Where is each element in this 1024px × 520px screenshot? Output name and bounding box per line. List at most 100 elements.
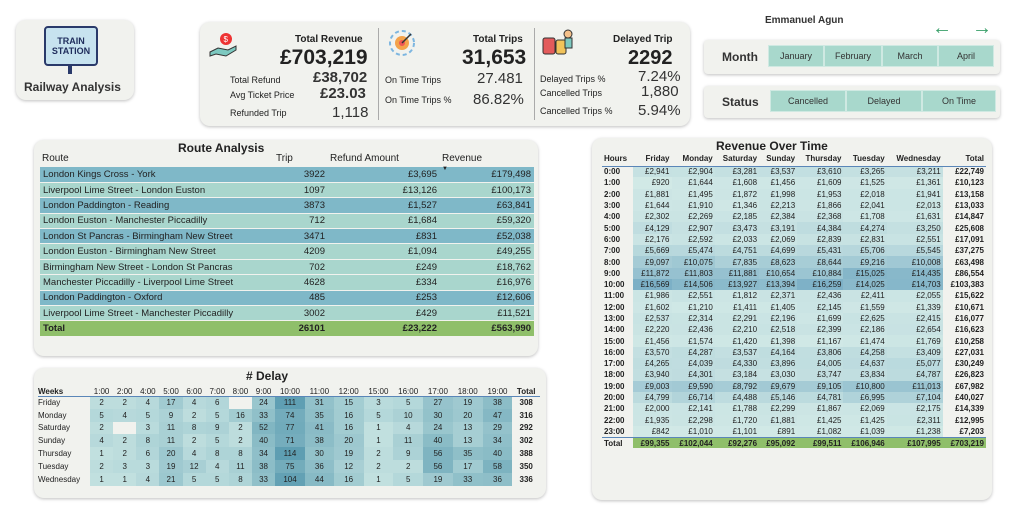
revenue-row-total: £22,749 — [955, 167, 984, 177]
revenue-row[interactable]: 19:00 £9,003 £9,590 £8,792 £9,679 £9,105 £10,8… — [602, 380, 986, 392]
revenue-row[interactable]: 5:00 £4,129 £2,907 £3,473 £3,191 £4,384 £4,274… — [602, 222, 986, 234]
revenue-row[interactable]: 15:00 £1,456 £1,574 £1,420 £1,398 £1,167 £1,47… — [602, 335, 986, 347]
logo-line2: STATION — [51, 46, 91, 56]
delay-cell: 75 — [275, 459, 305, 473]
month-option-april[interactable]: April — [938, 45, 994, 67]
revenue-row[interactable]: 11:00 £1,986 £2,551 £1,812 £2,371 £2,436 £2,41… — [602, 290, 986, 302]
delay-cell: 40 — [423, 434, 453, 448]
delay-day: Tuesday — [38, 461, 69, 471]
month-option-march[interactable]: March — [882, 45, 938, 67]
trips-title: Total Trips — [473, 34, 523, 45]
revenue-row[interactable]: 4:00 £2,302 £2,269 £2,185 £2,384 £2,368 £1,708… — [602, 211, 986, 223]
delay-cell: 2 — [113, 447, 137, 460]
route-row[interactable]: Birmingham New Street - London St Pancra… — [40, 259, 534, 275]
delay-row[interactable]: Tuesday 2 3 3 19 12 4 11 38 75 36 12 2 2 56 17 58 350 — [38, 459, 540, 473]
revenue-cell: £3,473 — [714, 222, 760, 234]
revenue-cell: £8,623 — [759, 256, 798, 268]
route-row[interactable]: London Kings Cross - York 3922 £3,695 £179,… — [40, 167, 534, 183]
revenue-hour: 23:00 — [604, 426, 625, 436]
refund-label: Total Refund — [230, 75, 281, 85]
revenue-row[interactable]: 12:00 £1,602 £1,210 £1,411 £1,405 £2,145 £1,55… — [602, 301, 986, 313]
delay-row[interactable]: Sunday 4 2 8 11 2 5 2 40 71 38 20 1 11 40 13 34 302 — [38, 434, 540, 448]
revenue-row[interactable]: 10:00 £16,569 £14,506 £13,927 £13,394 £16,259… — [602, 278, 986, 291]
delay-day: Saturday — [38, 423, 71, 433]
cancel-value: 1,880 — [641, 83, 679, 100]
revenue-cell: £2,537 — [633, 312, 672, 325]
revenue-cell: £2,654 — [886, 324, 943, 336]
revenue-cell: £8,644 — [797, 256, 844, 268]
revenue-cell: £6,995 — [843, 391, 887, 404]
route-row[interactable]: Liverpool Lime Street - Manchester Picca… — [40, 305, 534, 321]
status-option-cancelled[interactable]: Cancelled — [770, 90, 846, 112]
delay-cell: 4 — [113, 408, 137, 422]
revenue-cell: £3,281 — [714, 166, 760, 178]
status-option-delayed[interactable]: Delayed — [846, 90, 922, 112]
revenue-hour: 3:00 — [604, 201, 621, 211]
route-col-revenue[interactable]: Revenue ▼ — [442, 153, 483, 172]
revenue-cell: £2,551 — [671, 290, 715, 302]
status-option-ontime[interactable]: On Time — [922, 90, 996, 112]
month-option-february[interactable]: February — [824, 45, 882, 67]
revenue-row[interactable]: 9:00 £11,872 £11,803 £11,881 £10,654 £10,884 £… — [602, 267, 986, 279]
revenue-row[interactable]: 3:00 £1,644 £1,910 £1,346 £2,213 £1,866 £2,041… — [602, 199, 986, 212]
revenue-row[interactable]: 17:00 £4,265 £4,039 £4,330 £3,896 £4,005 £4,63… — [602, 358, 986, 370]
month-option-january[interactable]: January — [768, 45, 824, 67]
revenue-header: Hours — [602, 152, 634, 167]
delay-row[interactable]: Monday 5 4 5 9 2 5 16 33 74 35 16 5 10 30 20 47 316 — [38, 408, 540, 422]
route-name: Liverpool Lime Street - Manchester Picca… — [43, 307, 234, 319]
revenue-hour: 22:00 — [604, 415, 625, 425]
revenue-row[interactable]: 1:00 £920 £1,644 £1,608 £1,456 £1,609 £1,525 £1… — [602, 177, 986, 189]
revenue-row[interactable]: 23:00 £842 £1,010 £1,101 £891 £1,082 £1,039 £1,… — [602, 425, 986, 438]
revenue-cell: £1,346 — [714, 199, 760, 212]
revenue-row[interactable]: 6:00 £2,176 £2,592 £2,033 £2,069 £2,839 £2,831… — [602, 233, 986, 246]
revenue-time-table: Hours Friday Monday Saturday Sunday Thursday T… — [602, 152, 986, 449]
revenue-hour: 17:00 — [604, 359, 625, 369]
route-col-trip[interactable]: Trip — [276, 153, 293, 164]
revenue-total-cell: Total — [602, 436, 634, 449]
route-row[interactable]: Liverpool Lime Street - London Euston 109… — [40, 182, 534, 198]
revenue-row-total: £16,623 — [955, 325, 984, 335]
route-col-route[interactable]: Route — [42, 153, 69, 164]
revenue-row[interactable]: 18:00 £3,940 £4,301 £3,184 £3,030 £3,747 £3,83… — [602, 369, 986, 381]
revenue-row[interactable]: 20:00 £4,799 £6,714 £4,488 £5,146 £4,781 £6,99… — [602, 391, 986, 404]
delay-cell: 17 — [159, 396, 183, 409]
route-trip: 702 — [309, 261, 325, 273]
revenue-hour: 2:00 — [604, 189, 621, 199]
revenue-cell: £1,495 — [671, 188, 715, 200]
revenue-row-total: £63,498 — [955, 257, 984, 267]
route-row[interactable]: London Paddington - Oxford 485 £253 £12,606 — [40, 290, 534, 306]
delay-cell: 47 — [482, 408, 513, 422]
delay-title: # Delay — [246, 369, 289, 383]
delay-row[interactable]: Thursday 1 2 6 20 4 8 8 34 114 30 19 2 9 56 35 40 388 — [38, 447, 540, 460]
revenue-cell: £3,834 — [843, 369, 887, 381]
revenue-row-total: £103,383 — [950, 280, 984, 290]
revenue-cell: £4,164 — [759, 346, 798, 359]
arrow-left-icon[interactable]: ← — [932, 17, 952, 39]
status-label: Status — [722, 95, 759, 109]
delay-cell: 2 — [113, 434, 137, 448]
route-name: London Euston - Birmingham New Street — [43, 246, 216, 258]
route-row[interactable]: Manchester Piccadilly - Liverpool Lime S… — [40, 274, 534, 291]
delay-row[interactable]: Saturday 2 3 11 8 9 2 52 77 41 16 1 4 24 13 29 292 — [38, 421, 540, 435]
revenue-row[interactable]: 13:00 £2,537 £2,314 £2,291 £2,196 £1,699 £2,62… — [602, 312, 986, 325]
delay-row[interactable]: Friday 2 2 4 17 4 6 24 111 31 15 3 5 27 19 38 308 — [38, 396, 540, 409]
delay-row[interactable]: Wednesday 1 1 4 21 5 5 8 33 104 44 16 1 5 19 33 36 336 — [38, 472, 540, 486]
arrow-right-icon[interactable]: → — [972, 17, 992, 39]
revenue-row[interactable]: 16:00 £3,570 £4,287 £3,537 £4,164 £3,806 £4,25… — [602, 346, 986, 359]
revenue-row[interactable]: 21:00 £2,000 £2,141 £1,788 £2,299 £1,867 £2,06… — [602, 403, 986, 415]
route-row[interactable]: London Paddington - Reading 3873 £1,527 £63… — [40, 197, 534, 214]
revenue-cell: £2,368 — [797, 211, 844, 223]
route-col-refund[interactable]: Refund Amount — [330, 153, 399, 164]
route-trip: 712 — [309, 215, 325, 227]
route-row[interactable]: London Euston - Birmingham New Street 420… — [40, 243, 534, 260]
revenue-row[interactable]: 8:00 £9,097 £10,075 £7,835 £8,623 £8,644 £9,21… — [602, 256, 986, 268]
revenue-row[interactable]: 22:00 £1,935 £2,298 £1,720 £1,881 £1,425 £1,42… — [602, 414, 986, 426]
route-revenue: £11,521 — [497, 307, 531, 319]
revenue-row[interactable]: 0:00 £2,941 £2,904 £3,281 £3,537 £3,610 £3,265… — [602, 166, 986, 178]
route-row[interactable]: London Euston - Manchester Piccadilly 712… — [40, 213, 534, 229]
route-row[interactable]: London St Pancras - Birmingham New Stree… — [40, 228, 534, 244]
delay-cell: 1 — [90, 447, 114, 460]
revenue-row[interactable]: 2:00 £1,881 £1,495 £1,872 £1,998 £1,953 £2,018… — [602, 188, 986, 200]
revenue-row[interactable]: 14:00 £2,220 £2,436 £2,210 £2,518 £2,399 £2,18… — [602, 324, 986, 336]
revenue-row[interactable]: 7:00 £5,669 £5,474 £4,751 £4,699 £5,431 £5,706… — [602, 245, 986, 257]
